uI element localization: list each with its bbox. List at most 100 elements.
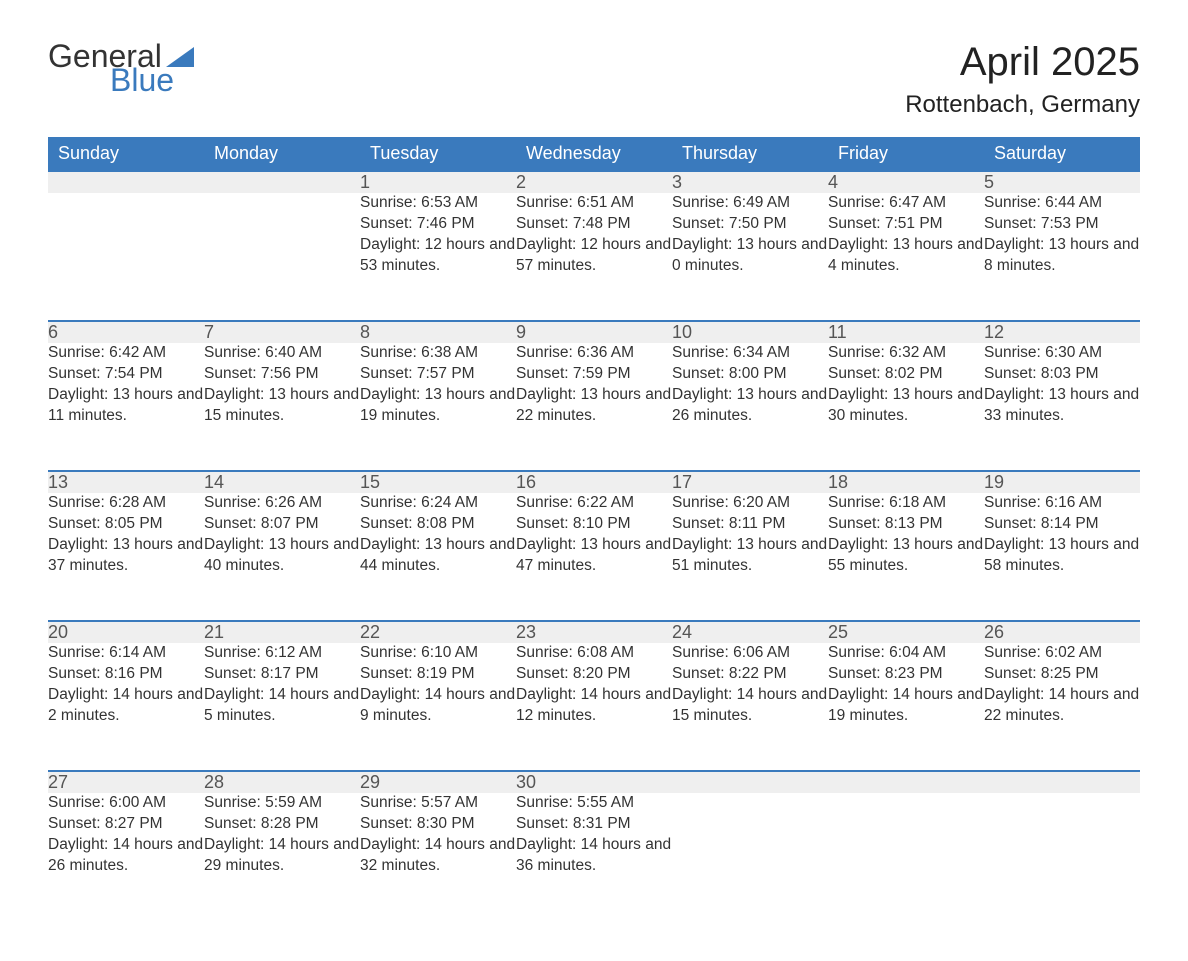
daylight-line: Daylight: 14 hours and 32 minutes.: [360, 835, 516, 877]
day-number-cell: 23: [516, 621, 672, 643]
calendar-daynum-row: 12345: [48, 171, 1140, 193]
sunrise-line: Sunrise: 6:04 AM: [828, 643, 984, 664]
sunrise-line: Sunrise: 6:40 AM: [204, 343, 360, 364]
day-number-cell: 15: [360, 471, 516, 493]
sunset-line: Sunset: 8:07 PM: [204, 514, 360, 535]
sunrise-line: Sunrise: 6:10 AM: [360, 643, 516, 664]
sunrise-line: Sunrise: 6:47 AM: [828, 193, 984, 214]
sunrise-line: Sunrise: 6:38 AM: [360, 343, 516, 364]
day-content-cell: Sunrise: 6:40 AMSunset: 7:56 PMDaylight:…: [204, 343, 360, 471]
sunrise-line: Sunrise: 6:42 AM: [48, 343, 204, 364]
day-number-cell: 29: [360, 771, 516, 793]
sunrise-line: Sunrise: 6:02 AM: [984, 643, 1140, 664]
weekday-header: Friday: [828, 137, 984, 171]
sunset-line: Sunset: 7:57 PM: [360, 364, 516, 385]
day-content-cell: Sunrise: 6:38 AMSunset: 7:57 PMDaylight:…: [360, 343, 516, 471]
day-number-cell: 13: [48, 471, 204, 493]
weekday-header: Wednesday: [516, 137, 672, 171]
day-number-cell: 21: [204, 621, 360, 643]
weekday-header: Tuesday: [360, 137, 516, 171]
day-number-cell: 12: [984, 321, 1140, 343]
sunset-line: Sunset: 8:31 PM: [516, 814, 672, 835]
sunset-line: Sunset: 8:30 PM: [360, 814, 516, 835]
day-number-cell: 24: [672, 621, 828, 643]
sunrise-line: Sunrise: 6:08 AM: [516, 643, 672, 664]
page-title: April 2025: [905, 40, 1140, 85]
day-content-cell: [204, 193, 360, 321]
sunset-line: Sunset: 7:54 PM: [48, 364, 204, 385]
day-number-cell: 22: [360, 621, 516, 643]
day-number-cell: 18: [828, 471, 984, 493]
day-number-cell: 4: [828, 171, 984, 193]
calendar-content-row: Sunrise: 6:28 AMSunset: 8:05 PMDaylight:…: [48, 493, 1140, 621]
sunset-line: Sunset: 8:22 PM: [672, 664, 828, 685]
sunset-line: Sunset: 8:16 PM: [48, 664, 204, 685]
daylight-line: Daylight: 13 hours and 19 minutes.: [360, 385, 516, 427]
header: General Blue April 2025 Rottenbach, Germ…: [48, 40, 1140, 129]
day-content-cell: Sunrise: 6:14 AMSunset: 8:16 PMDaylight:…: [48, 643, 204, 771]
sunset-line: Sunset: 7:50 PM: [672, 214, 828, 235]
sunset-line: Sunset: 8:27 PM: [48, 814, 204, 835]
page-subtitle: Rottenbach, Germany: [905, 91, 1140, 119]
daylight-line: Daylight: 13 hours and 44 minutes.: [360, 535, 516, 577]
sunrise-line: Sunrise: 5:57 AM: [360, 793, 516, 814]
day-content-cell: Sunrise: 6:36 AMSunset: 7:59 PMDaylight:…: [516, 343, 672, 471]
day-content-cell: Sunrise: 6:53 AMSunset: 7:46 PMDaylight:…: [360, 193, 516, 321]
day-content-cell: Sunrise: 5:59 AMSunset: 8:28 PMDaylight:…: [204, 793, 360, 921]
sunrise-line: Sunrise: 6:30 AM: [984, 343, 1140, 364]
sunrise-line: Sunrise: 5:59 AM: [204, 793, 360, 814]
sunset-line: Sunset: 8:02 PM: [828, 364, 984, 385]
day-content-cell: Sunrise: 6:51 AMSunset: 7:48 PMDaylight:…: [516, 193, 672, 321]
sunset-line: Sunset: 8:14 PM: [984, 514, 1140, 535]
day-content-cell: Sunrise: 6:30 AMSunset: 8:03 PMDaylight:…: [984, 343, 1140, 471]
sunrise-line: Sunrise: 6:34 AM: [672, 343, 828, 364]
day-content-cell: Sunrise: 6:42 AMSunset: 7:54 PMDaylight:…: [48, 343, 204, 471]
day-number-cell: 3: [672, 171, 828, 193]
calendar-table: SundayMondayTuesdayWednesdayThursdayFrid…: [48, 137, 1140, 921]
daylight-line: Daylight: 12 hours and 57 minutes.: [516, 235, 672, 277]
day-number-cell: [204, 171, 360, 193]
day-number-cell: 11: [828, 321, 984, 343]
sunset-line: Sunset: 8:11 PM: [672, 514, 828, 535]
day-content-cell: Sunrise: 6:12 AMSunset: 8:17 PMDaylight:…: [204, 643, 360, 771]
sunset-line: Sunset: 7:48 PM: [516, 214, 672, 235]
calendar-content-row: Sunrise: 6:14 AMSunset: 8:16 PMDaylight:…: [48, 643, 1140, 771]
sunrise-line: Sunrise: 6:22 AM: [516, 493, 672, 514]
sunset-line: Sunset: 8:05 PM: [48, 514, 204, 535]
day-number-cell: 20: [48, 621, 204, 643]
sunrise-line: Sunrise: 6:20 AM: [672, 493, 828, 514]
calendar-content-row: Sunrise: 6:53 AMSunset: 7:46 PMDaylight:…: [48, 193, 1140, 321]
daylight-line: Daylight: 13 hours and 30 minutes.: [828, 385, 984, 427]
day-number-cell: 27: [48, 771, 204, 793]
sunrise-line: Sunrise: 6:28 AM: [48, 493, 204, 514]
daylight-line: Daylight: 12 hours and 53 minutes.: [360, 235, 516, 277]
weekday-header: Thursday: [672, 137, 828, 171]
day-content-cell: [828, 793, 984, 921]
daylight-line: Daylight: 13 hours and 11 minutes.: [48, 385, 204, 427]
day-content-cell: Sunrise: 6:47 AMSunset: 7:51 PMDaylight:…: [828, 193, 984, 321]
daylight-line: Daylight: 14 hours and 15 minutes.: [672, 685, 828, 727]
daylight-line: Daylight: 13 hours and 40 minutes.: [204, 535, 360, 577]
sunset-line: Sunset: 7:56 PM: [204, 364, 360, 385]
sunset-line: Sunset: 7:51 PM: [828, 214, 984, 235]
logo: General Blue: [48, 40, 200, 96]
day-number-cell: 25: [828, 621, 984, 643]
sunset-line: Sunset: 8:25 PM: [984, 664, 1140, 685]
day-number-cell: 16: [516, 471, 672, 493]
sunrise-line: Sunrise: 6:36 AM: [516, 343, 672, 364]
daylight-line: Daylight: 13 hours and 51 minutes.: [672, 535, 828, 577]
day-content-cell: Sunrise: 6:32 AMSunset: 8:02 PMDaylight:…: [828, 343, 984, 471]
sunset-line: Sunset: 7:59 PM: [516, 364, 672, 385]
daylight-line: Daylight: 14 hours and 19 minutes.: [828, 685, 984, 727]
day-content-cell: Sunrise: 6:24 AMSunset: 8:08 PMDaylight:…: [360, 493, 516, 621]
sunrise-line: Sunrise: 6:00 AM: [48, 793, 204, 814]
sunrise-line: Sunrise: 6:16 AM: [984, 493, 1140, 514]
sunrise-line: Sunrise: 6:49 AM: [672, 193, 828, 214]
day-number-cell: [672, 771, 828, 793]
sunrise-line: Sunrise: 5:55 AM: [516, 793, 672, 814]
day-number-cell: 2: [516, 171, 672, 193]
sunset-line: Sunset: 8:00 PM: [672, 364, 828, 385]
weekday-header: Sunday: [48, 137, 204, 171]
sunrise-line: Sunrise: 6:44 AM: [984, 193, 1140, 214]
day-content-cell: [48, 193, 204, 321]
